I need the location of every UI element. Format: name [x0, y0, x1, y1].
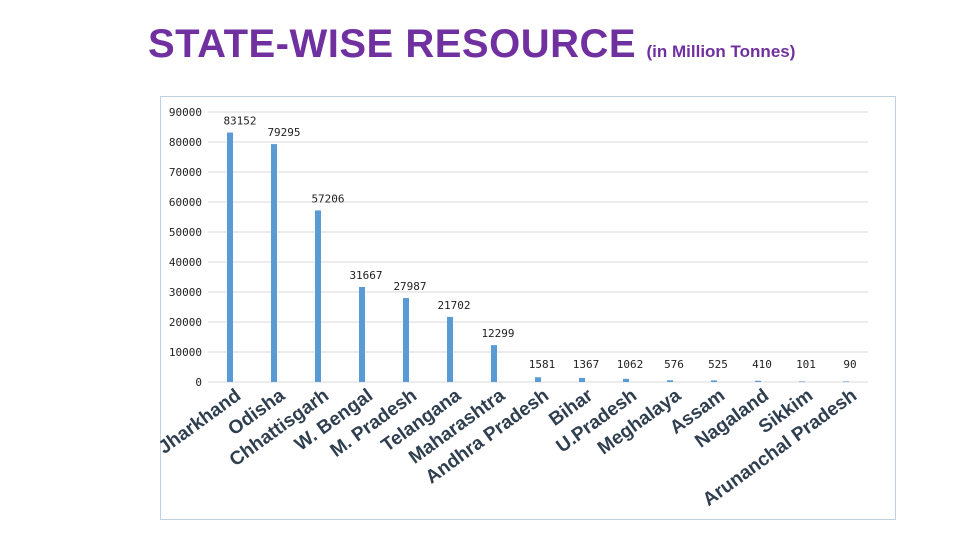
- bar: [667, 380, 673, 382]
- data-label: 1062: [617, 358, 644, 371]
- bars: [227, 132, 849, 382]
- data-label: 1367: [573, 358, 600, 371]
- bar: [623, 378, 629, 382]
- data-label: 1581: [529, 358, 556, 371]
- data-label: 57206: [311, 192, 344, 205]
- y-tick-label: 30000: [169, 286, 202, 299]
- chart-title: STATE-WISE RESOURCE (in Million Tonnes): [148, 22, 868, 67]
- chart-title-unit: (in Million Tonnes): [646, 42, 796, 61]
- bar: [271, 144, 277, 382]
- data-label: 90: [843, 358, 856, 371]
- bar: [755, 380, 761, 382]
- bar: [579, 377, 585, 382]
- bar: [403, 298, 409, 382]
- y-tick-label: 0: [195, 376, 202, 389]
- y-tick-label: 10000: [169, 346, 202, 359]
- bar: [447, 316, 453, 382]
- data-label: 525: [708, 358, 728, 371]
- bar: [315, 210, 321, 382]
- bar: [799, 381, 805, 382]
- data-label: 79295: [267, 126, 300, 139]
- data-label: 101: [796, 358, 816, 371]
- bar: [843, 381, 849, 382]
- y-tick-label: 20000: [169, 316, 202, 329]
- chart-title-main: STATE-WISE RESOURCE: [148, 22, 637, 66]
- data-label: 83152: [223, 115, 256, 128]
- data-label: 410: [752, 358, 772, 371]
- data-label: 21702: [437, 299, 470, 312]
- y-axis-ticks: 0 10000 20000 30000 40000 50000 60000 70000 8000…: [169, 106, 202, 389]
- bar: [491, 345, 497, 382]
- data-label: 12299: [481, 327, 514, 340]
- data-label: 576: [664, 358, 684, 371]
- gridlines: [208, 111, 868, 383]
- y-tick-label: 90000: [169, 106, 202, 119]
- data-labels: 83152 79295 57206 31667 27987 21702 12299 1581 1…: [223, 115, 856, 371]
- y-tick-label: 70000: [169, 166, 202, 179]
- data-label: 31667: [349, 269, 382, 282]
- chart-frame: [160, 96, 896, 520]
- data-label: 27987: [393, 280, 426, 293]
- y-tick-label: 60000: [169, 196, 202, 209]
- bar: [359, 286, 365, 382]
- bar: [227, 132, 233, 382]
- y-tick-label: 40000: [169, 256, 202, 269]
- y-tick-label: 50000: [169, 226, 202, 239]
- y-tick-label: 80000: [169, 136, 202, 149]
- bar: [711, 380, 717, 382]
- bar: [535, 377, 541, 382]
